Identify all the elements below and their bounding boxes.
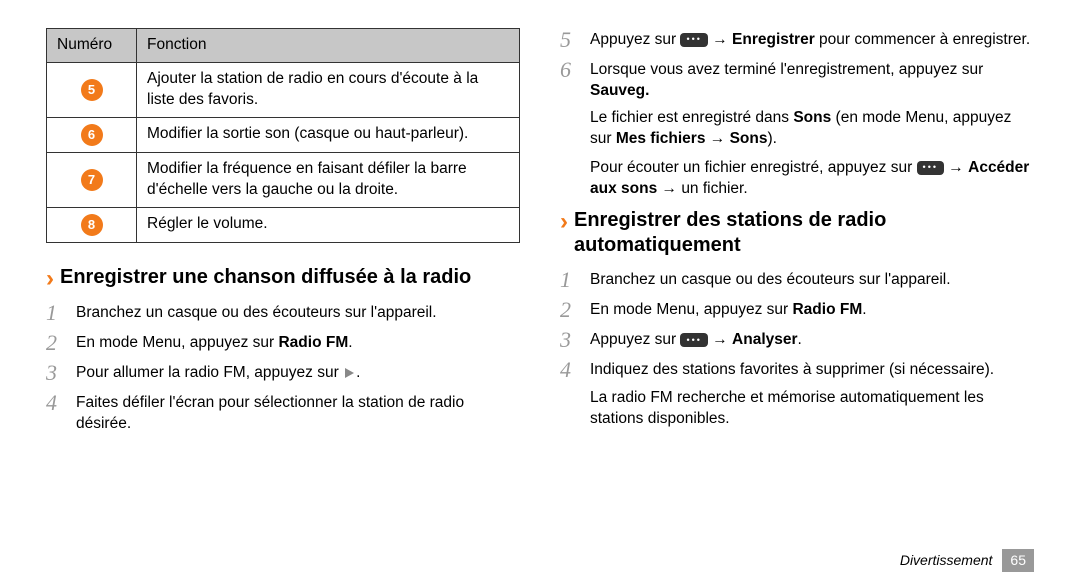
- steps-list-continue: 5 Appuyez sur → Enregistrer pour commence…: [560, 28, 1034, 102]
- table-row: 8 Régler le volume.: [47, 207, 520, 242]
- section-heading-record-song: › Enregistrer une chanson diffusée à la …: [46, 265, 520, 291]
- note-play-file: Pour écouter un fichier enregistré, appu…: [590, 158, 1034, 200]
- chevron-icon: ›: [46, 267, 54, 291]
- heading-text: Enregistrer une chanson diffusée à la ra…: [60, 265, 471, 290]
- page-number: 65: [1002, 549, 1034, 572]
- table-cell-desc: Régler le volume.: [137, 207, 520, 242]
- step-text: Appuyez sur → Enregistrer pour commencer…: [590, 28, 1034, 52]
- number-badge: 5: [81, 79, 103, 101]
- table-header-func: Fonction: [137, 29, 520, 63]
- step-text: Indiquez des stations favorites à suppri…: [590, 358, 1034, 382]
- list-item: 5 Appuyez sur → Enregistrer pour commence…: [560, 28, 1034, 52]
- number-badge: 8: [81, 214, 103, 236]
- note-auto-scan: La radio FM recherche et mémorise automa…: [590, 388, 1034, 430]
- table-cell-desc: Modifier la fréquence en faisant défiler…: [137, 152, 520, 207]
- page-footer: Divertissement 65: [900, 549, 1034, 572]
- number-badge: 6: [81, 124, 103, 146]
- table-cell-desc: Ajouter la station de radio en cours d'é…: [137, 62, 520, 117]
- list-item: 2 En mode Menu, appuyez sur Radio FM.: [560, 298, 1034, 322]
- step-number: 1: [46, 301, 66, 325]
- right-column: 5 Appuyez sur → Enregistrer pour commence…: [560, 28, 1034, 441]
- play-icon: [345, 368, 354, 378]
- list-item: 1 Branchez un casque ou des écouteurs sur…: [560, 268, 1034, 292]
- step-text: Branchez un casque ou des écouteurs sur …: [76, 301, 520, 325]
- menu-icon: [917, 161, 944, 175]
- heading-text: Enregistrer des stations de radio automa…: [574, 208, 1034, 258]
- step-number: 3: [560, 328, 580, 352]
- step-number: 6: [560, 58, 580, 102]
- number-badge: 7: [81, 169, 103, 191]
- step-number: 4: [46, 391, 66, 435]
- list-item: 3 Pour allumer la radio FM, appuyez sur .: [46, 361, 520, 385]
- list-item: 4Faites défiler l'écran pour sélectionne…: [46, 391, 520, 435]
- steps-list-record-song: 1 Branchez un casque ou des écouteurs sur…: [46, 301, 520, 435]
- table-row: 6 Modifier la sortie son (casque ou haut-…: [47, 117, 520, 152]
- list-item: 4 Indiquez des stations favorites à suppr…: [560, 358, 1034, 382]
- step-text: Branchez un casque ou des écouteurs sur …: [590, 268, 1034, 292]
- step-text: Appuyez sur → Analyser.: [590, 328, 1034, 352]
- list-item: 3 Appuyez sur → Analyser.: [560, 328, 1034, 352]
- step-text: En mode Menu, appuyez sur Radio FM.: [590, 298, 1034, 322]
- step-text: En mode Menu, appuyez sur Radio FM.: [76, 331, 520, 355]
- table-row: 7 Modifier la fréquence en faisant défile…: [47, 152, 520, 207]
- step-number: 3: [46, 361, 66, 385]
- footer-section-label: Divertissement: [900, 551, 993, 570]
- section-heading-auto-save: › Enregistrer des stations de radio auto…: [560, 208, 1034, 258]
- steps-list-auto-save: 1 Branchez un casque ou des écouteurs sur…: [560, 268, 1034, 383]
- step-number: 4: [560, 358, 580, 382]
- step-text: Pour allumer la radio FM, appuyez sur .: [76, 361, 520, 385]
- step-number: 5: [560, 28, 580, 52]
- table-cell-desc: Modifier la sortie son (casque ou haut-p…: [137, 117, 520, 152]
- step-number: 2: [560, 298, 580, 322]
- list-item: 2 En mode Menu, appuyez sur Radio FM.: [46, 331, 520, 355]
- menu-icon: [680, 33, 707, 47]
- table-row: 5 Ajouter la station de radio en cours d'…: [47, 62, 520, 117]
- function-table: Numéro Fonction 5 Ajouter la station de r…: [46, 28, 520, 243]
- step-text: Faites défiler l'écran pour sélectionner…: [76, 391, 520, 435]
- menu-icon: [680, 333, 707, 347]
- list-item: 1 Branchez un casque ou des écouteurs sur…: [46, 301, 520, 325]
- step-text: Lorsque vous avez terminé l'enregistreme…: [590, 58, 1034, 102]
- left-column: Numéro Fonction 5 Ajouter la station de r…: [46, 28, 520, 441]
- list-item: 6Lorsque vous avez terminé l'enregistrem…: [560, 58, 1034, 102]
- table-header-num: Numéro: [47, 29, 137, 63]
- chevron-icon: ›: [560, 210, 568, 234]
- step-number: 2: [46, 331, 66, 355]
- note-saved-file: Le fichier est enregistré dans Sons (en …: [590, 108, 1034, 150]
- step-number: 1: [560, 268, 580, 292]
